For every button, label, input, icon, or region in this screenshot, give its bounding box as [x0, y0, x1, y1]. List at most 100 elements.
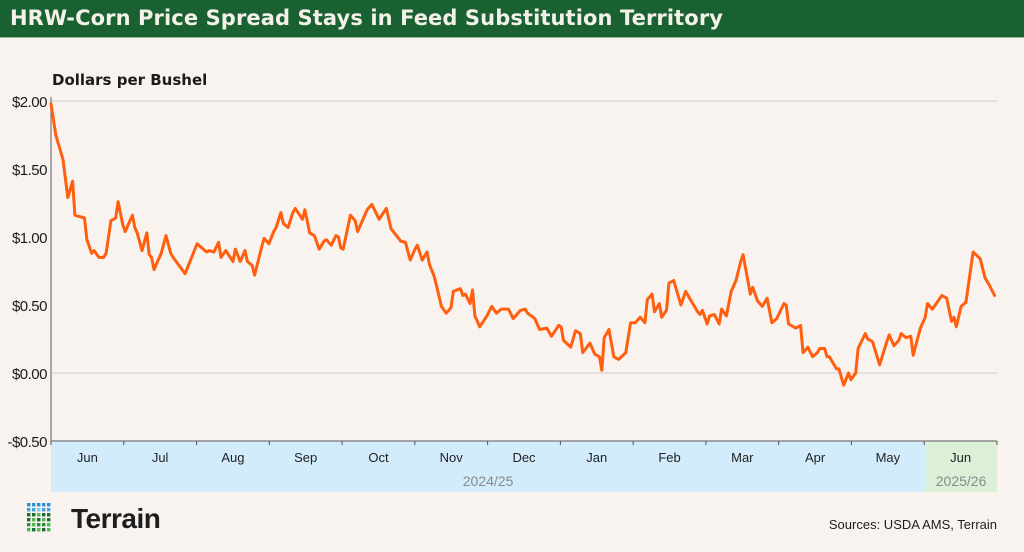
data-point	[159, 252, 163, 255]
data-point	[650, 292, 654, 296]
terrain-logo-icon	[27, 503, 51, 532]
data-point	[638, 316, 642, 319]
title-bar: HRW-Corn Price Spread Stays in Feed Subs…	[0, 0, 1024, 38]
x-tick-label: May	[876, 450, 901, 465]
data-point	[54, 133, 57, 137]
data-point	[885, 340, 889, 343]
data-point	[140, 249, 144, 252]
y-tick-label: $1.00	[12, 230, 47, 247]
data-point	[523, 307, 527, 311]
x-tick-label: Sep	[294, 450, 317, 465]
data-point	[782, 302, 786, 305]
data-point	[911, 354, 915, 357]
data-point	[231, 260, 235, 263]
data-point	[701, 309, 704, 312]
data-point	[473, 314, 477, 318]
data-point	[708, 314, 711, 318]
data-point	[562, 339, 565, 342]
logo-dot	[27, 513, 31, 517]
data-point	[490, 305, 493, 308]
logo-dot	[47, 508, 51, 512]
data-point	[365, 208, 369, 211]
data-point	[147, 253, 151, 256]
data-point	[629, 321, 632, 324]
data-point	[545, 326, 548, 330]
data-point	[500, 307, 503, 311]
data-point	[653, 310, 656, 313]
data-point	[246, 260, 249, 263]
data-point	[569, 345, 572, 349]
data-point	[461, 294, 465, 297]
logo-dot	[32, 528, 36, 532]
y-tick-label: $0.50	[12, 298, 47, 315]
data-point	[356, 230, 359, 233]
x-tick-label: Dec	[512, 450, 536, 465]
logo-dot	[37, 518, 41, 522]
data-point	[720, 307, 723, 311]
data-point	[923, 316, 927, 319]
data-point	[952, 316, 956, 319]
data-point	[634, 321, 637, 324]
data-point	[909, 335, 912, 338]
data-point	[432, 275, 436, 278]
data-point	[444, 311, 448, 315]
data-point	[557, 324, 560, 327]
logo-dot	[47, 513, 51, 517]
logo-dot	[42, 518, 46, 522]
data-point	[892, 344, 896, 347]
data-point	[684, 290, 687, 293]
data-point	[459, 287, 462, 290]
data-point	[835, 367, 838, 371]
x-tick-label: Jul	[152, 450, 169, 465]
data-point	[600, 369, 604, 372]
data-point	[888, 333, 891, 337]
data-point	[449, 306, 453, 309]
data-point	[526, 311, 529, 315]
data-point	[219, 256, 223, 259]
data-point	[253, 273, 256, 277]
data-point	[217, 241, 220, 244]
data-point	[787, 322, 790, 326]
logo-dot	[32, 503, 36, 507]
logo-dot	[47, 523, 51, 527]
data-point	[579, 332, 582, 335]
data-point	[624, 351, 627, 354]
data-point	[993, 294, 996, 297]
data-point	[243, 249, 247, 252]
data-point	[878, 363, 881, 367]
logo-dot	[47, 528, 51, 532]
data-point	[667, 282, 671, 285]
sources-note: Sources: USDA AMS, Terrain	[828, 517, 997, 532]
x-tick-label: Jun	[950, 450, 971, 465]
x-tick-label: Mar	[731, 450, 754, 465]
data-point	[212, 250, 216, 254]
data-point	[66, 196, 69, 199]
data-point	[871, 340, 874, 343]
data-point	[823, 347, 826, 350]
data-point	[104, 252, 108, 255]
data-point	[90, 252, 93, 255]
data-point	[485, 314, 489, 318]
data-point	[751, 286, 754, 289]
data-point	[49, 102, 53, 105]
x-tick-label: Feb	[658, 450, 680, 465]
logo-dot	[32, 518, 36, 522]
data-point	[416, 243, 419, 247]
data-point	[593, 352, 596, 356]
logo-dot	[27, 508, 31, 512]
data-point	[698, 313, 702, 316]
data-point	[588, 341, 592, 345]
data-point	[92, 249, 96, 252]
y-tick-label: $2.00	[12, 94, 47, 111]
data-point	[756, 299, 759, 303]
data-point	[706, 322, 709, 326]
data-point	[102, 256, 105, 259]
y-tick-label: $0.00	[12, 366, 47, 383]
data-point	[370, 203, 374, 206]
data-point	[260, 245, 263, 248]
logo-dot	[37, 513, 41, 517]
data-point	[279, 211, 283, 214]
data-point	[507, 307, 510, 311]
data-point	[971, 250, 975, 254]
